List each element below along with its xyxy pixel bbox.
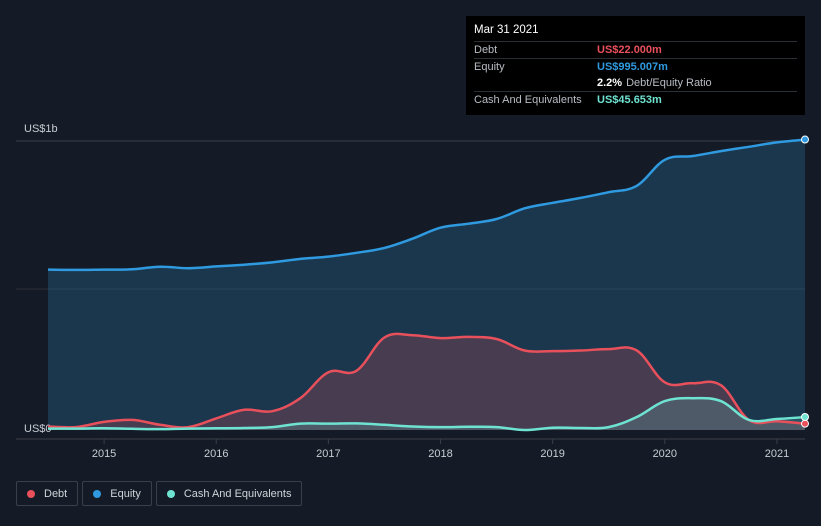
tooltip-equity-value: US$995.007m <box>597 61 668 73</box>
series-endpoint-2[interactable] <box>801 412 809 421</box>
legend-equity-dot-icon <box>93 489 102 498</box>
tooltip-cash-value: US$45.653m <box>597 94 662 106</box>
tooltip-debt-value: US$22.000m <box>597 44 662 56</box>
series-line-1 <box>47 332 806 429</box>
series-area-0 <box>48 139 805 430</box>
series-layer <box>47 135 809 432</box>
series-area-2 <box>48 398 805 431</box>
series-area-1 <box>48 333 805 430</box>
x-tick-label-3: 2018 <box>428 448 452 460</box>
tooltip-cash-label: Cash And Equivalents <box>474 94 582 106</box>
tooltip-row-cash: Cash And Equivalents US$45.653m <box>474 91 797 108</box>
legend-item-debt[interactable]: Debt <box>16 481 79 506</box>
tooltip-date: Mar 31 2021 <box>474 24 539 36</box>
legend: Debt Equity Cash And Equivalents <box>16 481 306 506</box>
tooltip-row-equity: Equity US$995.007m <box>474 58 797 75</box>
tooltip: Mar 31 2021 Debt US$22.000m Equity US$99… <box>466 16 805 115</box>
tooltip-equity-label: Equity <box>474 61 505 73</box>
y-axis-zero-label: US$0 <box>24 423 52 435</box>
legend-cash-dot-icon <box>166 489 175 498</box>
x-tick-label-5: 2020 <box>653 448 677 460</box>
tooltip-debt-label: Debt <box>474 44 498 56</box>
legend-cash-label: Cash And Equivalents <box>183 487 292 500</box>
tooltip-row-ratio: 2.2% Debt/Equity Ratio <box>474 75 797 91</box>
legend-debt-label: Debt <box>44 487 68 500</box>
x-tick-label-4: 2019 <box>540 448 564 460</box>
series-endpoint-1[interactable] <box>801 419 809 428</box>
series-line-0 <box>47 138 806 272</box>
x-tick-label-0: 2015 <box>92 448 116 460</box>
tooltip-ratio-value: 2.2% <box>597 77 623 89</box>
legend-item-cash[interactable]: Cash And Equivalents <box>155 481 303 506</box>
tooltip-ratio-label: Debt/Equity Ratio <box>626 77 712 89</box>
x-tick-label-1: 2016 <box>204 448 228 460</box>
x-tick-label-6: 2021 <box>765 448 789 460</box>
series-endpoint-0[interactable] <box>801 135 809 144</box>
series-line-2 <box>48 396 806 432</box>
tooltip-row-debt: Debt US$22.000m <box>474 41 797 58</box>
legend-equity-label: Equity <box>110 487 141 500</box>
x-axis-ticks: 2015 2016 2017 2018 2019 2020 2021 <box>92 439 789 460</box>
legend-item-equity[interactable]: Equity <box>82 481 152 506</box>
y-axis-max-label: US$1b <box>24 123 58 135</box>
legend-debt-dot-icon <box>27 489 35 498</box>
x-tick-label-2: 2017 <box>316 448 340 460</box>
